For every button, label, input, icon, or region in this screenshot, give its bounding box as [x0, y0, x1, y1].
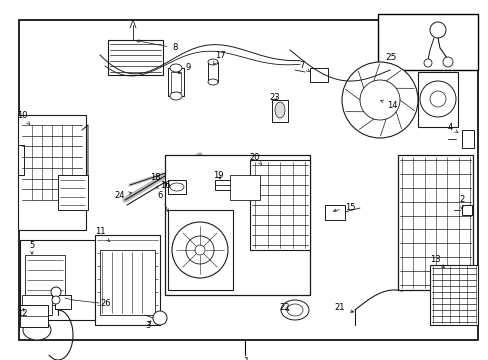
Bar	[461, 205, 471, 215]
Bar	[55, 295, 71, 309]
Bar	[229, 175, 260, 200]
Bar	[58, 175, 88, 210]
Ellipse shape	[207, 59, 218, 65]
Text: 15: 15	[333, 202, 354, 212]
Ellipse shape	[170, 183, 183, 191]
Bar	[377, 14, 477, 70]
Bar	[271, 100, 287, 122]
Ellipse shape	[170, 64, 182, 72]
Bar	[168, 180, 185, 194]
Bar	[19, 20, 477, 340]
Text: 14: 14	[380, 100, 396, 109]
Bar	[108, 40, 163, 75]
Circle shape	[185, 236, 214, 264]
Text: 25: 25	[384, 54, 396, 63]
Text: 19: 19	[212, 171, 223, 180]
Circle shape	[429, 91, 445, 107]
Ellipse shape	[207, 79, 218, 85]
Text: 23: 23	[269, 93, 280, 102]
Bar	[207, 62, 218, 82]
Text: 24: 24	[115, 190, 131, 199]
Text: 6: 6	[157, 190, 168, 212]
Text: 3: 3	[145, 320, 151, 329]
Bar	[397, 155, 472, 290]
Bar	[461, 130, 473, 148]
Text: 11: 11	[95, 228, 109, 242]
Bar	[25, 255, 65, 305]
Bar	[171, 72, 181, 92]
Ellipse shape	[170, 92, 182, 100]
Text: 21: 21	[334, 303, 353, 312]
Text: 10: 10	[17, 111, 30, 125]
Bar	[20, 305, 48, 327]
Bar	[325, 205, 345, 220]
Ellipse shape	[23, 320, 51, 340]
Text: 7: 7	[299, 62, 309, 72]
Bar	[22, 295, 52, 315]
Bar	[168, 210, 232, 290]
Bar	[309, 68, 327, 82]
Text: 8: 8	[136, 40, 177, 53]
Text: 2: 2	[458, 195, 464, 209]
Text: 20: 20	[249, 153, 261, 165]
Circle shape	[195, 245, 204, 255]
Text: 26: 26	[100, 298, 110, 307]
Bar	[18, 115, 86, 230]
Text: 18: 18	[149, 174, 167, 184]
Circle shape	[423, 59, 431, 67]
Text: 9: 9	[178, 63, 190, 73]
Text: 5: 5	[29, 240, 35, 254]
Circle shape	[359, 80, 399, 120]
Bar	[100, 250, 155, 315]
Text: 13: 13	[429, 256, 444, 267]
Bar	[417, 72, 457, 127]
Circle shape	[52, 296, 60, 304]
Bar	[95, 235, 160, 325]
Text: 1: 1	[244, 357, 249, 360]
Circle shape	[341, 62, 417, 138]
Text: 22: 22	[279, 303, 290, 312]
Ellipse shape	[286, 304, 303, 316]
Ellipse shape	[281, 300, 308, 320]
Bar	[20, 240, 95, 320]
Circle shape	[442, 57, 452, 67]
Bar	[168, 68, 183, 96]
Bar	[249, 160, 309, 250]
Circle shape	[51, 287, 61, 297]
Bar	[164, 155, 309, 295]
Circle shape	[172, 222, 227, 278]
Ellipse shape	[274, 102, 285, 118]
Text: 16: 16	[155, 180, 170, 189]
Text: 4: 4	[447, 123, 457, 132]
Circle shape	[153, 311, 167, 325]
Bar	[215, 180, 237, 190]
Text: 17: 17	[213, 50, 225, 65]
Circle shape	[429, 22, 445, 38]
Text: 12: 12	[17, 309, 27, 318]
Circle shape	[419, 81, 455, 117]
Bar	[429, 265, 477, 325]
